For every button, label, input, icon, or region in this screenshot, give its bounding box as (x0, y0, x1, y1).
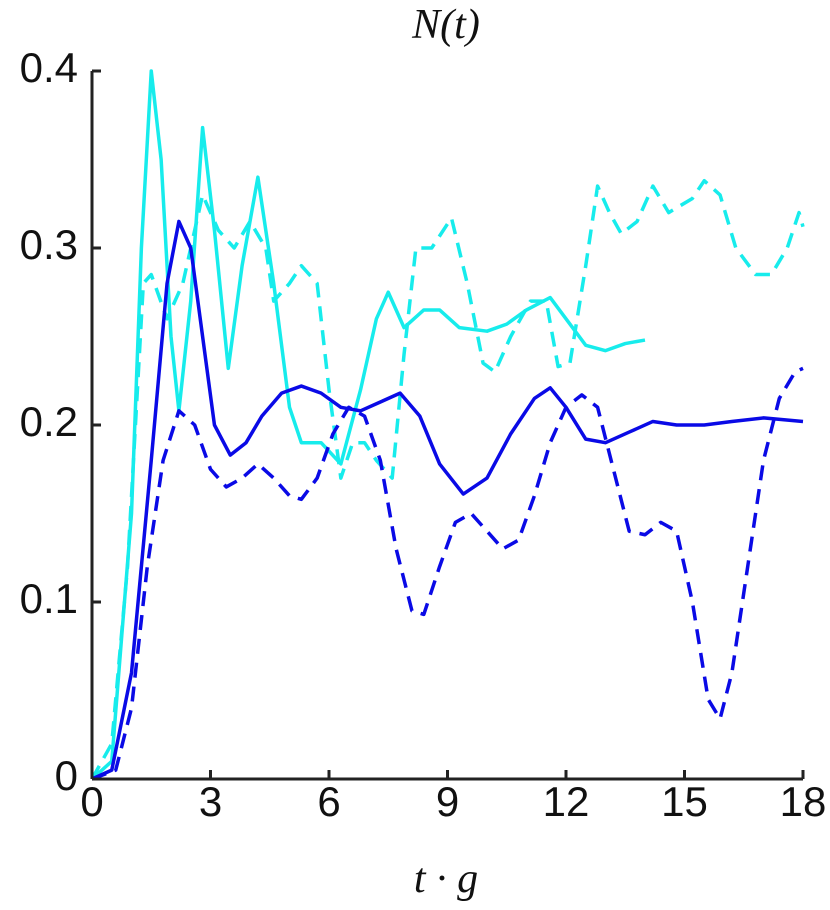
x-tick-label: 3 (199, 778, 222, 825)
line-series (91, 219, 804, 781)
x-axis-label: t · g (414, 856, 478, 902)
line-series (91, 366, 804, 781)
x-tick-label: 12 (543, 778, 590, 825)
y-tick-label: 0.1 (20, 575, 78, 622)
x-tick-label: 9 (436, 778, 459, 825)
y-tick-label: 0.3 (20, 221, 78, 268)
x-tick-label: 6 (317, 778, 340, 825)
x-tick-label: 0 (80, 778, 103, 825)
y-tick-label: 0.2 (20, 398, 78, 445)
y-tick-label: 0.4 (20, 44, 78, 91)
y-tick-label: 0 (55, 752, 78, 799)
x-tick-label: 18 (780, 778, 827, 825)
line-series (90, 69, 646, 781)
chart-title: N(t) (411, 2, 480, 48)
line-series (90, 178, 805, 780)
x-tick-label: 15 (661, 778, 708, 825)
